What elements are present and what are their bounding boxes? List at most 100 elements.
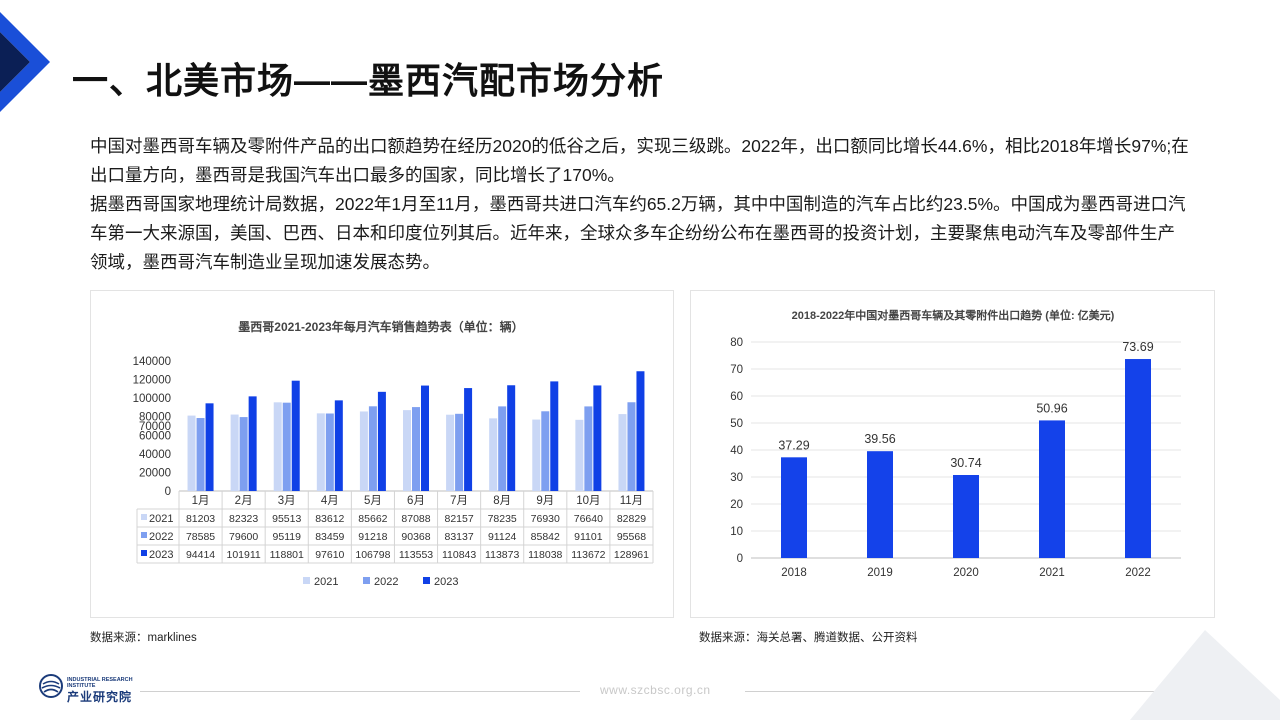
source-note-right: 数据来源：海关总署、腾道数据、公开资料 bbox=[699, 632, 918, 644]
y-tick-label: 40 bbox=[730, 445, 743, 457]
bar bbox=[867, 451, 893, 558]
bar-2023 bbox=[507, 385, 516, 491]
bar-2023 bbox=[636, 371, 645, 491]
y-tick-label: 120000 bbox=[133, 375, 171, 387]
table-cell-value: 83137 bbox=[444, 531, 473, 543]
bar bbox=[781, 457, 807, 558]
bar-2021 bbox=[532, 419, 541, 491]
table-cell-value: 85842 bbox=[531, 531, 560, 543]
bar-2022 bbox=[541, 411, 550, 491]
bar bbox=[1039, 420, 1065, 558]
x-tick-label: 1月 bbox=[192, 495, 210, 507]
y-tick-label: 50 bbox=[730, 418, 743, 430]
table-cell-value: 82323 bbox=[229, 513, 258, 525]
bar-2021 bbox=[618, 414, 627, 491]
y-tick-label: 60000 bbox=[139, 430, 171, 442]
y-tick-label: 80000 bbox=[139, 412, 171, 424]
bar-2022 bbox=[368, 406, 377, 491]
table-cell-value: 91124 bbox=[488, 531, 517, 543]
bar-2023 bbox=[464, 388, 473, 491]
bar-2021 bbox=[273, 402, 282, 491]
export-trend-chart: 2018-2022年中国对墨西哥车辆及其零附件出口趋势 (单位: 亿美元) 0 10… bbox=[730, 308, 1181, 579]
monthly-sales-chart: 墨西哥2021-2023年每月汽车销售趋势表（单位：辆） 0 20000 40000 6… bbox=[133, 319, 654, 588]
bar bbox=[1125, 359, 1151, 558]
bar bbox=[953, 475, 979, 558]
bar-2021 bbox=[230, 414, 239, 491]
institute-logo bbox=[39, 674, 63, 698]
y-tick-label: 20 bbox=[730, 499, 743, 511]
source-note-left: 数据来源：marklines bbox=[90, 632, 197, 644]
y-tick-label: 100000 bbox=[133, 393, 171, 405]
intro-paragraph-1: 中国对墨西哥车辆及零附件产品的出口额趋势在经历2020的低谷之后，实现三级跳。2… bbox=[90, 136, 1189, 185]
logo-chinese-text: 产业研究院 bbox=[67, 690, 133, 704]
footer-website: www.szcbsc.org.cn bbox=[600, 683, 711, 697]
bar-2022 bbox=[412, 407, 420, 491]
table-cell-value: 118801 bbox=[270, 549, 304, 561]
footer-divider-left bbox=[140, 691, 580, 692]
bar-2021 bbox=[446, 414, 455, 491]
table-legend-swatch bbox=[141, 532, 147, 538]
table-cell-value: 76930 bbox=[531, 513, 560, 525]
table-cell-value: 82829 bbox=[617, 513, 646, 525]
bar-2021 bbox=[489, 418, 498, 491]
corner-chevron-decoration bbox=[0, 12, 50, 112]
table-cell-value: 83459 bbox=[315, 531, 344, 543]
bar-2021 bbox=[316, 413, 325, 491]
table-cell-value: 101911 bbox=[227, 549, 261, 561]
y-tick-label: 0 bbox=[165, 486, 171, 498]
intro-paragraph-2: 据墨西哥国家地理统计局数据，2022年1月至11月，墨西哥共进口汽车约65.2万… bbox=[90, 194, 1186, 272]
y-tick-label: 10 bbox=[730, 526, 743, 538]
table-cell-value: 82157 bbox=[444, 513, 473, 525]
bar-2022 bbox=[196, 418, 205, 491]
x-tick-label: 2022 bbox=[1125, 567, 1151, 579]
table-cell-value: 85662 bbox=[358, 513, 387, 525]
table-cell-value: 94414 bbox=[186, 549, 215, 561]
intro-text: 中国对墨西哥车辆及零附件产品的出口额趋势在经历2020的低谷之后，实现三级跳。2… bbox=[90, 132, 1190, 277]
table-cell-value: 90368 bbox=[401, 531, 430, 543]
table-cell-value: 79600 bbox=[229, 531, 258, 543]
table-cell-value: 87088 bbox=[401, 513, 430, 525]
bar-2022 bbox=[627, 402, 636, 491]
legend-label: 2021 bbox=[314, 576, 338, 588]
x-tick-label: 2018 bbox=[781, 567, 807, 579]
bar-2021 bbox=[403, 410, 411, 491]
y-tick-label: 20000 bbox=[139, 467, 171, 479]
table-series-label: 2022 bbox=[149, 531, 173, 543]
x-tick-label: 3月 bbox=[278, 495, 296, 507]
table-cell-value: 81203 bbox=[186, 513, 215, 525]
x-tick-label: 2月 bbox=[235, 495, 253, 507]
logo-english-text: INDUSTRIAL RESEARCH INSTITUTE bbox=[67, 677, 133, 689]
bar-2023 bbox=[377, 391, 386, 491]
table-cell-value: 78585 bbox=[186, 531, 215, 543]
x-tick-label: 10月 bbox=[576, 495, 600, 507]
table-cell-value: 113873 bbox=[485, 549, 519, 561]
table-cell-value: 95513 bbox=[272, 513, 301, 525]
x-tick-label: 7月 bbox=[450, 495, 468, 507]
x-tick-label: 11月 bbox=[620, 495, 643, 507]
data-label: 73.69 bbox=[1122, 340, 1153, 354]
y-tick-label: 70 bbox=[730, 364, 743, 376]
data-label: 30.74 bbox=[950, 456, 981, 470]
x-tick-label: 4月 bbox=[321, 495, 339, 507]
table-cell-value: 91218 bbox=[358, 531, 387, 543]
chart-title: 2018-2022年中国对墨西哥车辆及其零附件出口趋势 (单位: 亿美元) bbox=[792, 308, 1115, 322]
bar-2022 bbox=[325, 413, 334, 491]
footer-divider-right bbox=[745, 691, 1185, 692]
legend-swatch bbox=[423, 577, 430, 584]
table-legend-swatch bbox=[141, 550, 147, 556]
data-label: 50.96 bbox=[1036, 401, 1067, 415]
page-title: 一、北美市场——墨西汽配市场分析 bbox=[72, 60, 665, 101]
table-cell-value: 78235 bbox=[488, 513, 517, 525]
table-cell-value: 97610 bbox=[315, 549, 344, 561]
legend-swatch bbox=[303, 577, 310, 584]
table-cell-value: 128961 bbox=[614, 549, 649, 561]
data-label: 39.56 bbox=[864, 432, 895, 446]
bar-2022 bbox=[498, 406, 507, 491]
x-tick-label: 2020 bbox=[953, 567, 979, 579]
x-tick-label: 2019 bbox=[867, 567, 893, 579]
table-cell-value: 106798 bbox=[355, 549, 390, 561]
bar-2021 bbox=[575, 419, 584, 491]
table-series-label: 2021 bbox=[149, 513, 173, 525]
y-tick-label: 30 bbox=[730, 472, 743, 484]
table-legend-swatch bbox=[141, 514, 147, 520]
